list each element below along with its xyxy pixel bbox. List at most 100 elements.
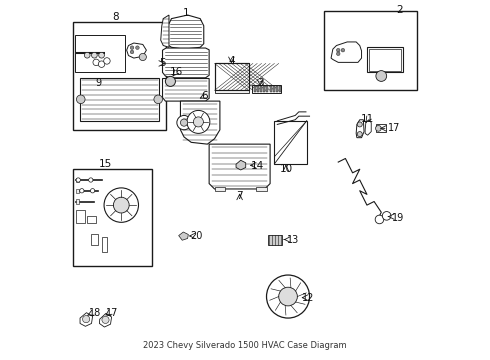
Text: 20: 20 — [191, 231, 203, 241]
Text: 6: 6 — [201, 91, 208, 101]
Bar — [91, 234, 98, 244]
Bar — [76, 199, 79, 204]
Polygon shape — [236, 160, 245, 170]
Bar — [73, 22, 166, 130]
Bar — [270, 86, 271, 93]
Circle shape — [187, 111, 210, 134]
Bar — [324, 12, 417, 90]
Polygon shape — [166, 15, 204, 49]
Polygon shape — [365, 120, 371, 135]
Bar — [254, 86, 256, 93]
Circle shape — [102, 316, 109, 323]
Text: 18: 18 — [89, 309, 101, 318]
Bar — [368, 49, 401, 71]
Circle shape — [113, 197, 129, 213]
Polygon shape — [163, 78, 209, 101]
Bar — [276, 86, 278, 93]
Text: 2: 2 — [396, 5, 402, 15]
Circle shape — [194, 117, 203, 127]
Circle shape — [84, 52, 90, 58]
Circle shape — [98, 52, 104, 58]
Bar — [367, 47, 403, 72]
Circle shape — [104, 58, 110, 64]
Bar — [257, 86, 259, 93]
Text: 7: 7 — [236, 191, 243, 201]
Polygon shape — [209, 144, 270, 189]
Bar — [74, 35, 125, 72]
Text: 4: 4 — [228, 55, 235, 66]
Text: 9: 9 — [95, 78, 101, 88]
Text: 15: 15 — [98, 159, 112, 169]
Circle shape — [375, 215, 384, 224]
Bar — [263, 86, 265, 93]
Circle shape — [89, 178, 93, 182]
Polygon shape — [331, 42, 362, 62]
Circle shape — [91, 189, 95, 193]
Bar — [252, 85, 281, 93]
Bar — [101, 237, 107, 252]
Circle shape — [267, 275, 310, 318]
Text: 3: 3 — [257, 78, 263, 88]
Polygon shape — [180, 101, 220, 144]
Bar — [76, 211, 85, 223]
Circle shape — [92, 52, 97, 58]
Polygon shape — [163, 48, 209, 78]
Circle shape — [93, 59, 99, 66]
Circle shape — [130, 50, 134, 54]
Circle shape — [341, 48, 344, 52]
Circle shape — [104, 188, 139, 222]
Text: 17: 17 — [389, 123, 401, 133]
Bar — [269, 234, 282, 244]
Polygon shape — [356, 120, 364, 138]
Circle shape — [376, 71, 387, 81]
Circle shape — [337, 52, 340, 55]
Text: 14: 14 — [251, 161, 264, 171]
Circle shape — [177, 116, 191, 130]
Circle shape — [382, 212, 391, 220]
Bar — [260, 86, 262, 93]
Bar — [73, 169, 152, 266]
Circle shape — [180, 119, 188, 126]
Circle shape — [82, 316, 90, 323]
Bar — [76, 189, 79, 193]
Bar — [80, 78, 159, 121]
Circle shape — [279, 287, 297, 306]
Bar — [87, 216, 96, 223]
Text: 10: 10 — [279, 164, 293, 174]
Text: 17: 17 — [106, 309, 118, 318]
Polygon shape — [99, 314, 112, 327]
Polygon shape — [179, 232, 188, 240]
Bar — [215, 63, 248, 90]
Bar — [279, 86, 281, 93]
Bar — [76, 178, 79, 182]
Bar — [215, 63, 248, 90]
Bar — [215, 90, 248, 93]
Text: 8: 8 — [113, 12, 119, 22]
Circle shape — [337, 48, 340, 52]
Circle shape — [357, 122, 362, 127]
Circle shape — [357, 132, 362, 136]
Bar — [273, 86, 275, 93]
Text: 1: 1 — [182, 8, 189, 18]
Circle shape — [76, 95, 85, 104]
Circle shape — [136, 46, 139, 49]
Text: 5: 5 — [159, 58, 166, 68]
Bar — [267, 86, 269, 93]
Circle shape — [80, 189, 84, 193]
Circle shape — [76, 178, 80, 182]
Text: 2023 Chevy Silverado 1500 HVAC Case Diagram: 2023 Chevy Silverado 1500 HVAC Case Diag… — [143, 341, 347, 350]
Circle shape — [98, 61, 105, 67]
Bar — [215, 187, 225, 191]
Circle shape — [166, 76, 175, 86]
Polygon shape — [161, 15, 169, 47]
Circle shape — [375, 126, 381, 131]
Text: 12: 12 — [302, 293, 315, 303]
Text: 19: 19 — [392, 213, 404, 222]
Bar — [376, 125, 386, 132]
Polygon shape — [126, 43, 147, 58]
Text: 13: 13 — [287, 234, 299, 244]
Circle shape — [139, 53, 147, 60]
Text: 11: 11 — [361, 114, 374, 124]
Bar — [274, 121, 307, 164]
Circle shape — [130, 46, 134, 49]
